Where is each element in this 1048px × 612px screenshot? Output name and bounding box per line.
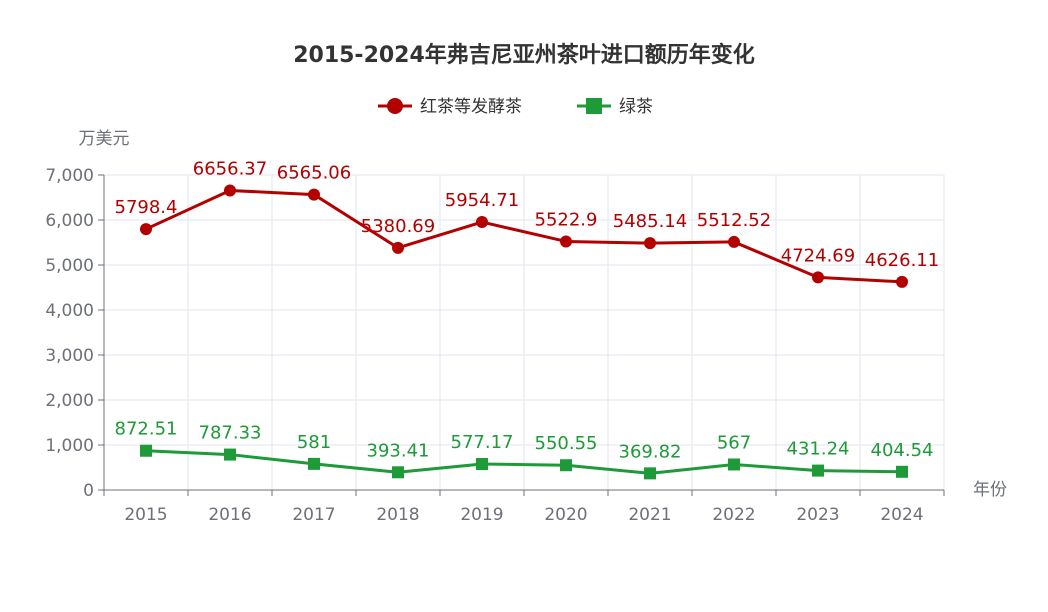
data-labels: 5798.4 6656.37 6565.06 5380.69 5954.71 5522.9… (115, 158, 940, 462)
x-tick-label: 2018 (376, 505, 419, 525)
data-point[interactable] (560, 235, 572, 248)
data-label: 5512.52 (697, 210, 771, 231)
legend-black-tea-marker (387, 98, 403, 114)
data-label: 5798.4 (115, 197, 178, 218)
data-label: 4626.11 (865, 250, 939, 271)
y-tick-label: 2,000 (45, 391, 94, 411)
y-tick-label: 6,000 (45, 211, 94, 231)
data-label: 6565.06 (277, 163, 351, 184)
data-point[interactable] (308, 457, 320, 470)
data-label: 550.55 (535, 433, 598, 454)
data-label: 5954.71 (445, 190, 519, 211)
y-tick-label: 0 (83, 481, 94, 501)
series-line-0 (145, 188, 903, 284)
data-label: 404.54 (871, 440, 934, 461)
data-point[interactable] (476, 216, 488, 229)
data-label: 5380.69 (361, 216, 435, 237)
data-point[interactable] (140, 444, 152, 457)
data-point[interactable] (224, 184, 236, 197)
data-point[interactable] (392, 466, 404, 479)
y-axis-name: 万美元 (79, 129, 130, 149)
data-label: 872.51 (115, 419, 178, 440)
x-tick-label: 2023 (796, 505, 839, 525)
axes: 0 1,000 2,000 3,000 4,000 5,000 6,000 7,000 2015… (45, 166, 945, 525)
data-point[interactable] (224, 448, 236, 461)
data-point[interactable] (644, 467, 656, 480)
data-point[interactable] (560, 459, 572, 472)
data-point[interactable] (896, 465, 908, 478)
data-point[interactable] (812, 464, 824, 477)
x-tick-label: 2020 (544, 505, 587, 525)
data-label: 4724.69 (781, 245, 855, 266)
data-point[interactable] (812, 271, 824, 284)
data-label: 577.17 (451, 432, 514, 453)
data-label: 787.33 (199, 423, 262, 444)
y-tick-label: 1,000 (45, 436, 94, 456)
data-label: 5522.9 (535, 209, 598, 230)
series-layer (140, 184, 908, 480)
legend-item-black-tea[interactable]: 红茶等发酵茶 (378, 97, 522, 117)
legend-item-green-tea[interactable]: 绿茶 (577, 97, 653, 117)
series-line-1 (145, 449, 903, 475)
x-tick-label: 2022 (712, 505, 755, 525)
data-point[interactable] (140, 223, 152, 236)
legend-black-tea-label: 红茶等发酵茶 (420, 97, 522, 117)
y-tick-label: 3,000 (45, 346, 94, 366)
data-label: 431.24 (787, 439, 850, 460)
data-point[interactable] (728, 235, 740, 248)
y-tick-label: 4,000 (45, 301, 94, 321)
legend[interactable]: 红茶等发酵茶 绿茶 (378, 97, 653, 117)
legend-green-tea-marker (586, 98, 602, 114)
x-tick-label: 2024 (880, 505, 923, 525)
data-point[interactable] (392, 241, 404, 254)
data-label: 6656.37 (193, 158, 267, 179)
data-point[interactable] (896, 275, 908, 288)
legend-green-tea-label: 绿茶 (619, 97, 653, 117)
data-point[interactable] (476, 458, 488, 471)
data-label: 567 (717, 432, 751, 453)
y-tick-label: 7,000 (45, 166, 94, 186)
x-tick-label: 2019 (460, 505, 503, 525)
data-point[interactable] (644, 237, 656, 250)
chart-title: 2015-2024年弗吉尼亚州茶叶进口额历年变化 (293, 42, 755, 68)
data-point[interactable] (308, 188, 320, 201)
grid (103, 174, 945, 490)
x-axis-name: 年份 (973, 480, 1007, 500)
y-tick-label: 5,000 (45, 256, 94, 276)
x-tick-label: 2021 (628, 505, 671, 525)
data-label: 5485.14 (613, 211, 687, 232)
data-label: 369.82 (619, 441, 682, 462)
x-tick-label: 2015 (124, 505, 167, 525)
x-tick-label: 2016 (208, 505, 251, 525)
x-tick-label: 2017 (292, 505, 335, 525)
data-label: 393.41 (367, 440, 430, 461)
data-point[interactable] (728, 458, 740, 471)
data-label: 581 (297, 432, 331, 453)
